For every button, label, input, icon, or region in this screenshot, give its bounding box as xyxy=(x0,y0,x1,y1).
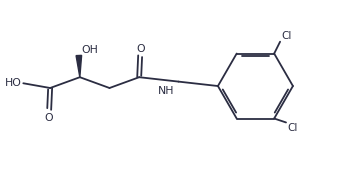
Text: NH: NH xyxy=(158,86,175,96)
Text: Cl: Cl xyxy=(287,123,298,133)
Text: OH: OH xyxy=(82,45,99,55)
Text: O: O xyxy=(137,43,146,54)
Text: HO: HO xyxy=(4,78,21,88)
Text: Cl: Cl xyxy=(281,31,291,41)
Polygon shape xyxy=(76,55,82,77)
Text: O: O xyxy=(45,113,53,123)
